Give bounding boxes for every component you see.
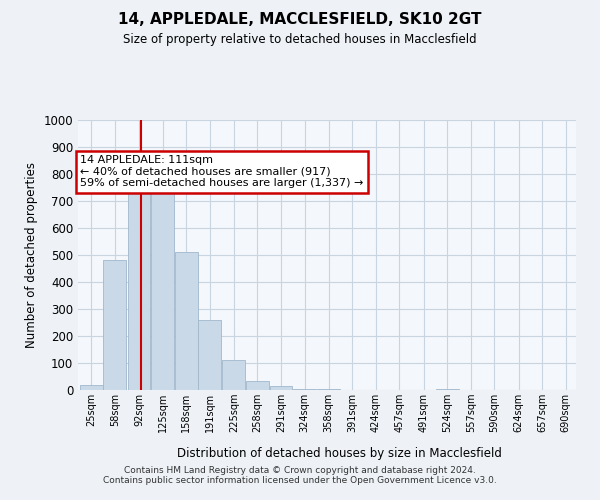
Y-axis label: Number of detached properties: Number of detached properties — [25, 162, 38, 348]
Text: 14 APPLEDALE: 111sqm
← 40% of detached houses are smaller (917)
59% of semi-deta: 14 APPLEDALE: 111sqm ← 40% of detached h… — [80, 155, 364, 188]
Text: Distribution of detached houses by size in Macclesfield: Distribution of detached houses by size … — [176, 448, 502, 460]
Bar — [151, 168, 174, 390]
Bar — [223, 360, 245, 390]
Text: 14, APPLEDALE, MACCLESFIELD, SK10 2GT: 14, APPLEDALE, MACCLESFIELD, SK10 2GT — [118, 12, 482, 28]
Bar — [293, 388, 316, 390]
Bar — [269, 386, 292, 390]
Bar — [198, 320, 221, 390]
Bar — [103, 260, 126, 390]
Bar — [246, 380, 269, 390]
Bar — [80, 384, 103, 390]
Bar — [128, 168, 151, 390]
Text: Size of property relative to detached houses in Macclesfield: Size of property relative to detached ho… — [123, 32, 477, 46]
Bar — [175, 252, 197, 390]
Bar — [436, 388, 458, 390]
Text: Contains HM Land Registry data © Crown copyright and database right 2024.
Contai: Contains HM Land Registry data © Crown c… — [103, 466, 497, 485]
Bar — [317, 388, 340, 390]
